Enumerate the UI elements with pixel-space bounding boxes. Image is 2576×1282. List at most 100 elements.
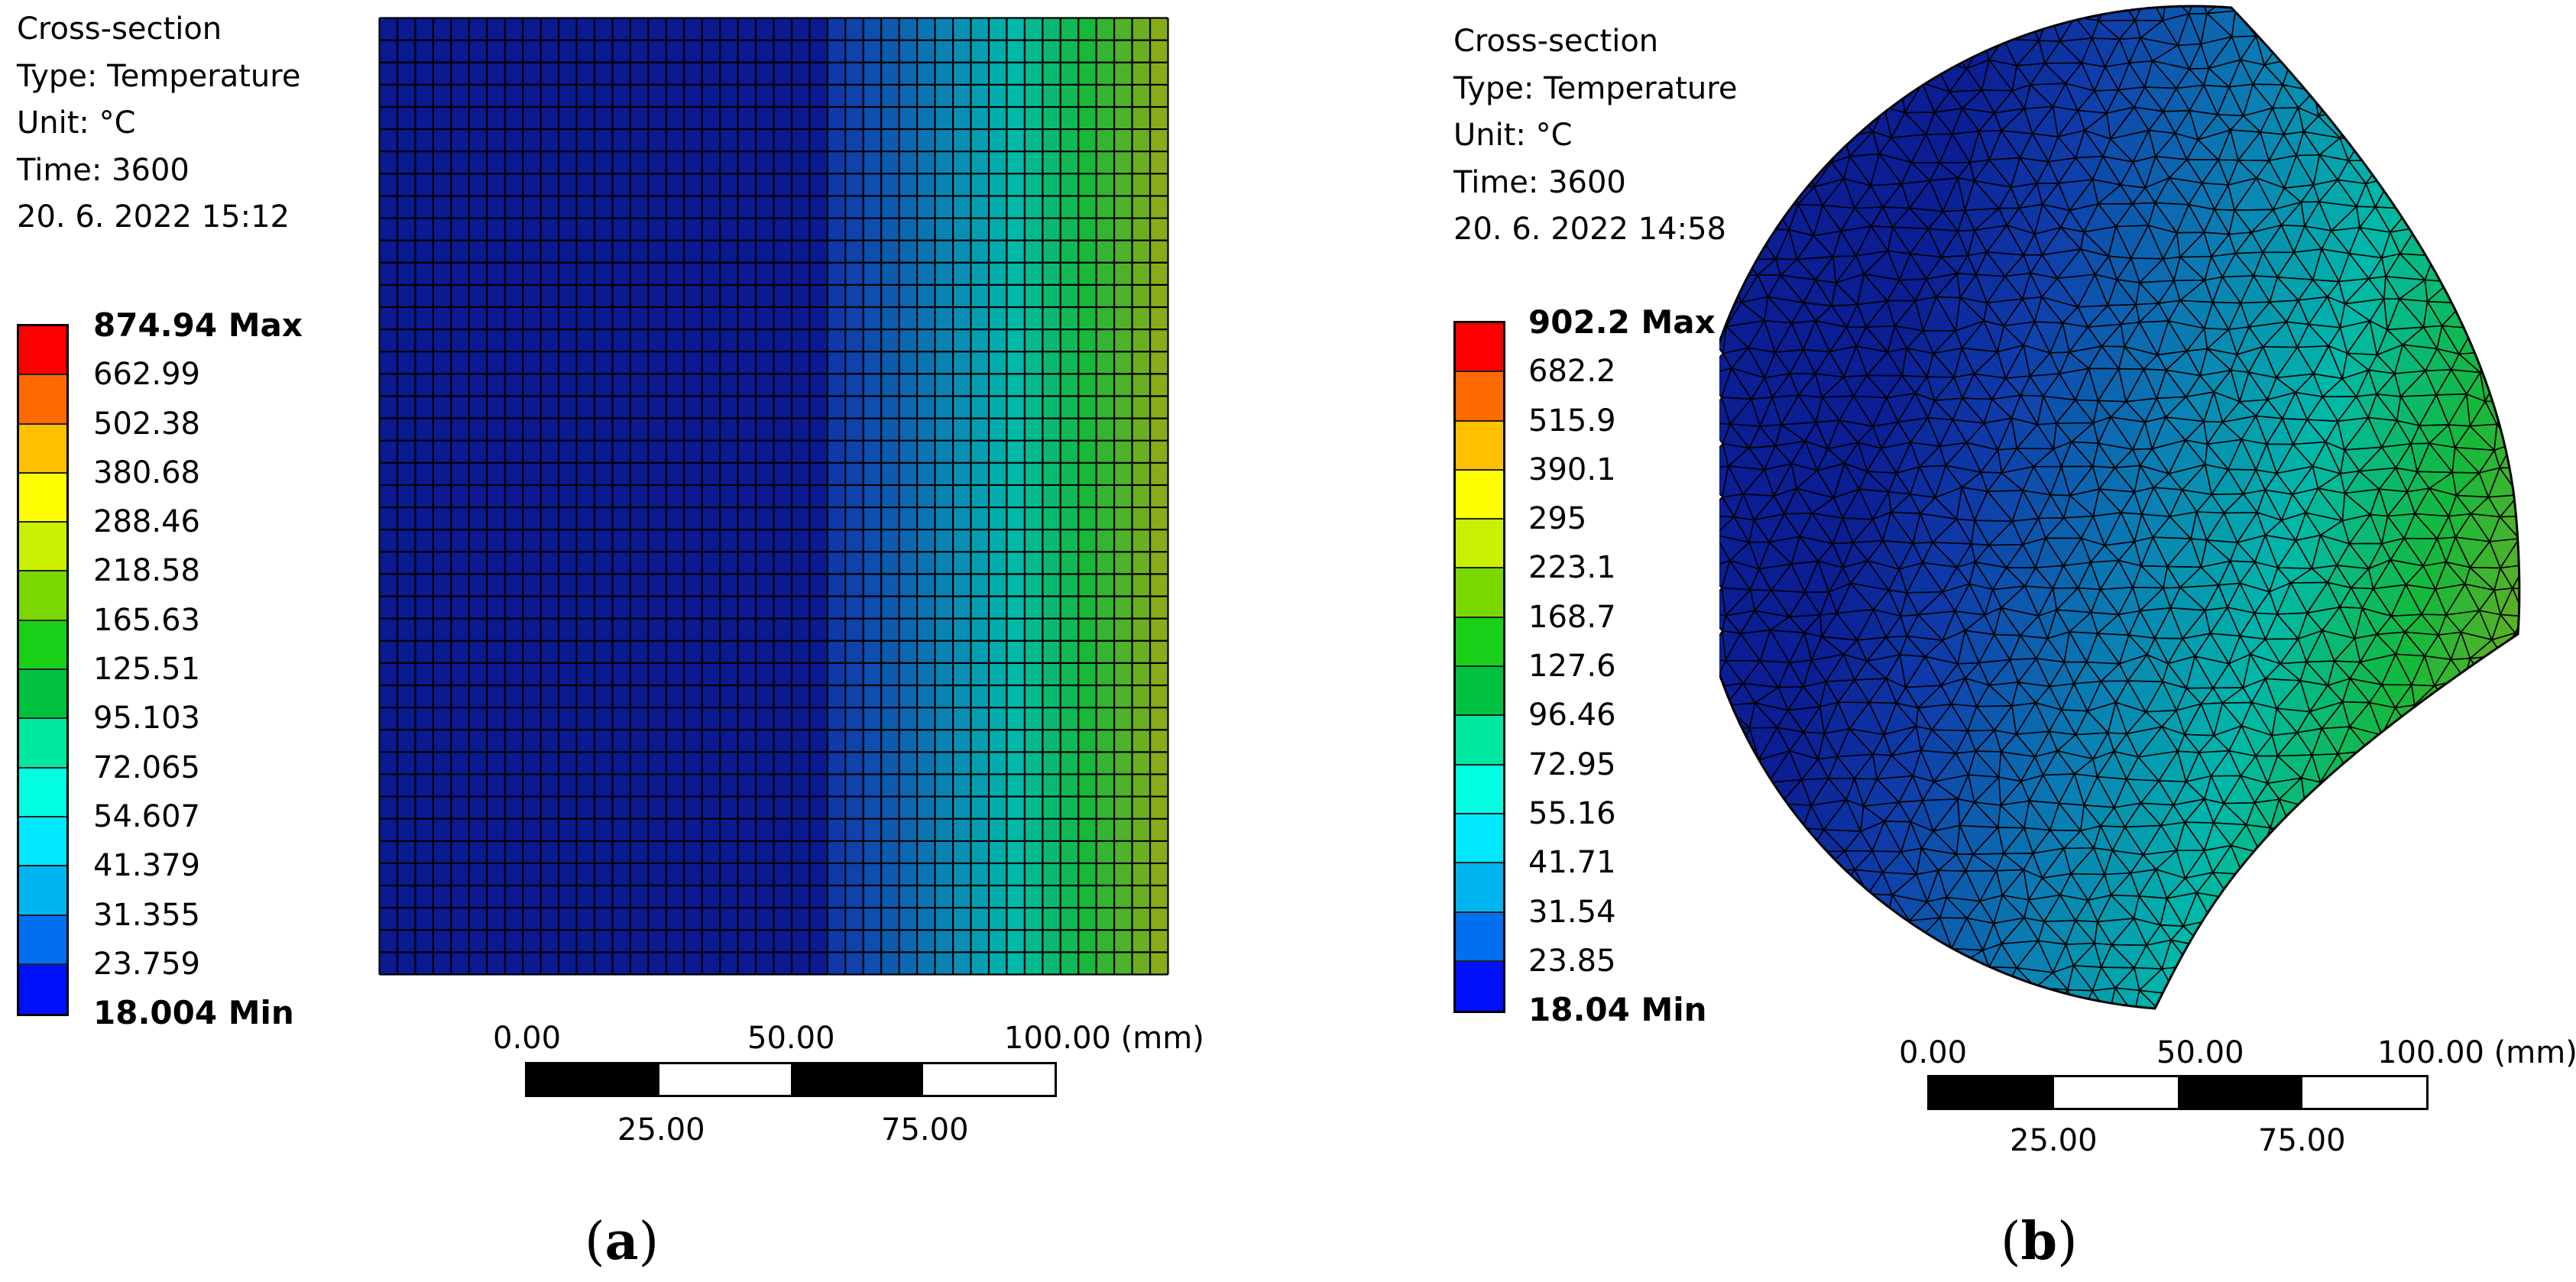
legend-swatch: [19, 817, 66, 867]
scale-label-25: 25.00: [617, 1112, 705, 1148]
field-column: [504, 18, 523, 975]
field-column: [576, 18, 595, 975]
legend-swatch: [1456, 814, 1503, 864]
field-column: [720, 18, 739, 975]
field-column: [845, 18, 864, 975]
legend-swatch: [19, 424, 66, 474]
legend-swatch: [19, 719, 66, 769]
info-unit: Unit: °C: [17, 105, 136, 141]
legend-level: 168.7: [1528, 599, 1616, 635]
legend-level: 72.065: [93, 749, 200, 785]
legend-level: 288.46: [93, 504, 200, 540]
result-info: Cross-section Type: Temperature Unit: °C…: [1453, 18, 1737, 254]
field-column: [1060, 18, 1079, 975]
panel-a: Cross-section Type: Temperature Unit: °C…: [17, 6, 1204, 1272]
legend-swatch: [19, 473, 66, 523]
legend-level: 96.46: [1528, 698, 1616, 733]
info-date: 20. 6. 2022 15:12: [17, 199, 290, 235]
field-column: [415, 18, 434, 975]
mesh-grid: [378, 17, 1169, 976]
scale-label-50: 50.00: [747, 1021, 835, 1056]
legend-level: 23.85: [1528, 943, 1616, 979]
result-info: Cross-section Type: Temperature Unit: °C…: [17, 6, 300, 241]
legend-level: 295: [1528, 501, 1587, 537]
field-column: [1132, 18, 1151, 975]
legend-level: 31.355: [93, 897, 200, 933]
legend-level: 682.2: [1528, 354, 1616, 390]
scale-label-0: 0.00: [1899, 1035, 1968, 1070]
field-column: [451, 18, 470, 975]
legend-level: 72.95: [1528, 746, 1616, 782]
field-column: [433, 18, 452, 975]
field-column: [970, 18, 990, 975]
legend-swatch: [1456, 961, 1503, 1012]
legend-swatch: [19, 768, 66, 817]
legend-swatch: [1456, 863, 1503, 913]
legend-swatch: [1456, 520, 1503, 569]
legend-swatch: [1456, 568, 1503, 618]
field-column: [881, 18, 900, 975]
info-time: Time: 3600: [17, 152, 190, 188]
legend-level: 31.54: [1528, 894, 1616, 930]
legend-level: 41.379: [93, 848, 200, 884]
figure-caption-b: (b): [2001, 1211, 2078, 1272]
panel-b: Cross-section Type: Temperature Unit: °C…: [1421, 0, 2576, 1282]
field-column: [899, 18, 918, 975]
scale-bar: [525, 1062, 1057, 1097]
scale-label-100: 100.00 (mm): [1004, 1021, 1204, 1056]
legend-level: 223.1: [1528, 550, 1616, 586]
field-column: [827, 18, 846, 975]
color-legend-labels: 902.2 Max 682.2 515.9 390.1 295 223.1 16…: [1528, 298, 1716, 1034]
figure-caption-a: (a): [585, 1211, 659, 1272]
info-type: Type: Temperature: [1453, 70, 1738, 106]
legend-level: 165.63: [93, 602, 200, 638]
field-column: [540, 18, 559, 975]
legend-swatch: [1456, 323, 1503, 373]
color-legend-bar: [1453, 321, 1505, 1014]
legend-level: 390.1: [1528, 452, 1616, 487]
legend-swatch: [1456, 372, 1503, 422]
field-column: [917, 18, 936, 975]
field-column: [487, 18, 506, 975]
field-column: [684, 18, 703, 975]
field-column: [523, 18, 542, 975]
triangular-mesh: [1719, 6, 2519, 1009]
legend-swatch: [1456, 470, 1503, 520]
field-column: [935, 18, 954, 975]
legend-swatch: [19, 915, 66, 965]
field-column: [666, 18, 685, 975]
legend-swatch: [1456, 716, 1503, 766]
legend-swatch: [1456, 667, 1503, 717]
legend-max-label: 902.2 Max: [1528, 303, 1716, 341]
legend-swatch: [1456, 421, 1503, 471]
field-column: [648, 18, 667, 975]
field-column: [379, 18, 398, 975]
legend-swatch: [1456, 765, 1503, 814]
field-column: [988, 18, 1007, 975]
field-column: [559, 18, 577, 975]
legend-swatch: [19, 620, 66, 671]
info-title: Cross-section: [1453, 24, 1659, 59]
info-date: 20. 6. 2022 14:58: [1453, 212, 1726, 247]
field-column: [1096, 18, 1115, 975]
scale-label-0: 0.00: [493, 1021, 562, 1056]
legend-level: 95.103: [93, 701, 200, 737]
legend-swatch: [1456, 617, 1503, 668]
legend-level: 502.38: [93, 406, 200, 442]
field-column: [1042, 18, 1061, 975]
field-column: [397, 18, 416, 975]
color-legend-labels: 874.94 Max 662.99 502.38 380.68 288.46 2…: [93, 301, 303, 1038]
legend-level: 54.607: [93, 798, 200, 834]
scale-label-100: 100.00 (mm): [2377, 1035, 2576, 1070]
info-type: Type: Temperature: [17, 58, 301, 94]
field-column: [1150, 18, 1168, 975]
field-column: [1024, 18, 1043, 975]
legend-min-label: 18.004 Min: [93, 994, 294, 1032]
legend-swatch: [19, 670, 66, 720]
legend-level: 55.16: [1528, 795, 1616, 831]
scale-label-75: 75.00: [2258, 1123, 2346, 1158]
color-legend-bar: [17, 324, 69, 1017]
legend-level: 127.6: [1528, 649, 1616, 685]
field-column: [1078, 18, 1097, 975]
legend-level: 515.9: [1528, 403, 1616, 439]
